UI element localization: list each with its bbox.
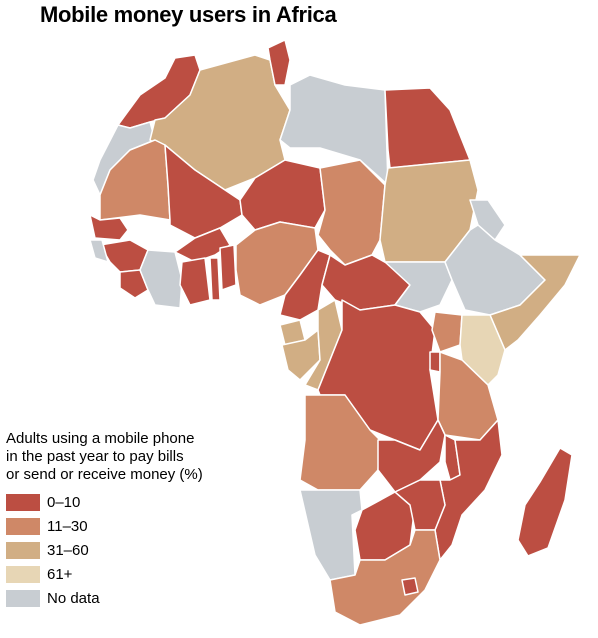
legend: Adults using a mobile phone in the past … xyxy=(6,430,306,610)
legend-item: 0–10 xyxy=(6,490,306,514)
region-senegal xyxy=(89,214,129,241)
legend-swatch xyxy=(6,517,40,535)
map-title: Mobile money users in Africa xyxy=(40,2,337,27)
region-chad xyxy=(317,159,386,266)
legend-label: 31–60 xyxy=(47,541,89,559)
region-south-sudan xyxy=(384,261,453,313)
region-namibia xyxy=(299,489,363,581)
legend-label: 11–30 xyxy=(47,517,88,535)
legend-item: No data xyxy=(6,586,306,610)
legend-swatch xyxy=(6,493,40,511)
legend-label: No data xyxy=(47,589,100,607)
region-madagascar xyxy=(517,447,573,557)
region-somalia xyxy=(489,254,581,351)
region-kenya xyxy=(459,314,506,386)
region-rwanda-burundi xyxy=(429,351,441,373)
region-egypt xyxy=(384,87,471,169)
legend-title-line: in the past year to pay bills xyxy=(6,448,184,465)
region-eritrea xyxy=(469,199,506,241)
legend-title: Adults using a mobile phone in the past … xyxy=(6,430,306,484)
region-mozambique xyxy=(434,419,503,561)
region-liberia xyxy=(119,269,149,299)
legend-title-line: or send or receive money (%) xyxy=(6,466,203,483)
legend-label: 61+ xyxy=(47,565,73,583)
legend-item: 31–60 xyxy=(6,538,306,562)
region-tunisia xyxy=(267,39,291,86)
region-cote-divoire xyxy=(139,249,183,309)
legend-title-line: Adults using a mobile phone xyxy=(6,430,195,447)
region-south-africa xyxy=(329,529,441,626)
region-zimbabwe xyxy=(394,479,446,531)
legend-item: 11–30 xyxy=(6,514,306,538)
legend-swatch xyxy=(6,565,40,583)
region-lesotho xyxy=(401,577,419,596)
region-guinea-bissau-sierra xyxy=(89,239,109,263)
region-benin xyxy=(219,244,237,291)
region-ghana xyxy=(179,257,211,306)
legend-swatch xyxy=(6,541,40,559)
region-uganda xyxy=(431,311,463,353)
legend-label: 0–10 xyxy=(47,493,81,511)
region-zambia xyxy=(377,419,446,493)
legend-item: 61+ xyxy=(6,562,306,586)
legend-swatch xyxy=(6,589,40,607)
region-togo xyxy=(209,257,221,301)
